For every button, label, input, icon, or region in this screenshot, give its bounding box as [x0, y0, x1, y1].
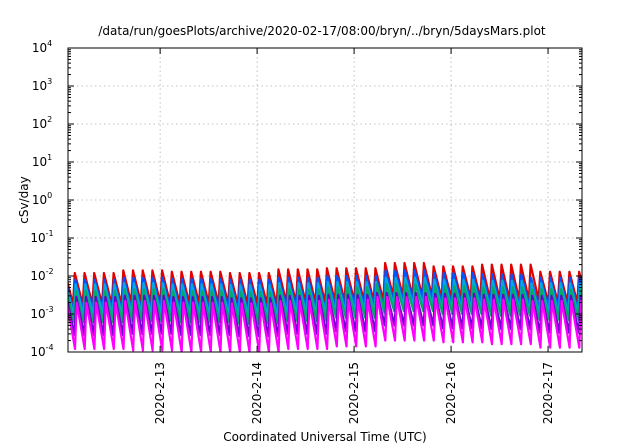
chart-title: /data/run/goesPlots/archive/2020-02-17/0…: [98, 24, 546, 38]
y-tick-label: 104: [32, 39, 52, 55]
y-tick-label: 10-3: [30, 305, 53, 321]
axis-ticks: [68, 47, 582, 353]
series-line: [68, 295, 582, 352]
y-tick-label: 10-4: [30, 343, 53, 359]
y-tick-label: 10-2: [30, 267, 53, 283]
y-tick-labels: 10-4 10-3 10-2 10-1 100 101 102 103 104: [30, 39, 53, 359]
x-tick-label: 2020-2-17: [541, 362, 555, 424]
y-axis-label: cSv/day: [17, 176, 31, 223]
y-tick-label: 102: [32, 115, 52, 131]
x-tick-labels: 2020-2-13 2020-2-14 2020-2-15 2020-2-16 2020…: [153, 362, 555, 424]
y-tick-label: 101: [32, 153, 52, 169]
y-tick-label: 103: [32, 77, 52, 93]
x-tick-label: 2020-2-15: [347, 362, 361, 424]
x-tick-label: 2020-2-13: [153, 362, 167, 424]
y-tick-label: 100: [32, 191, 52, 207]
x-axis-label: Coordinated Universal Time (UTC): [223, 430, 426, 444]
series-group: [68, 261, 582, 352]
x-tick-label: 2020-2-14: [250, 362, 264, 424]
series-line: [68, 261, 582, 306]
y-tick-label: 10-1: [30, 229, 53, 245]
series-line: [68, 283, 582, 325]
x-tick-label: 2020-2-16: [444, 362, 458, 424]
